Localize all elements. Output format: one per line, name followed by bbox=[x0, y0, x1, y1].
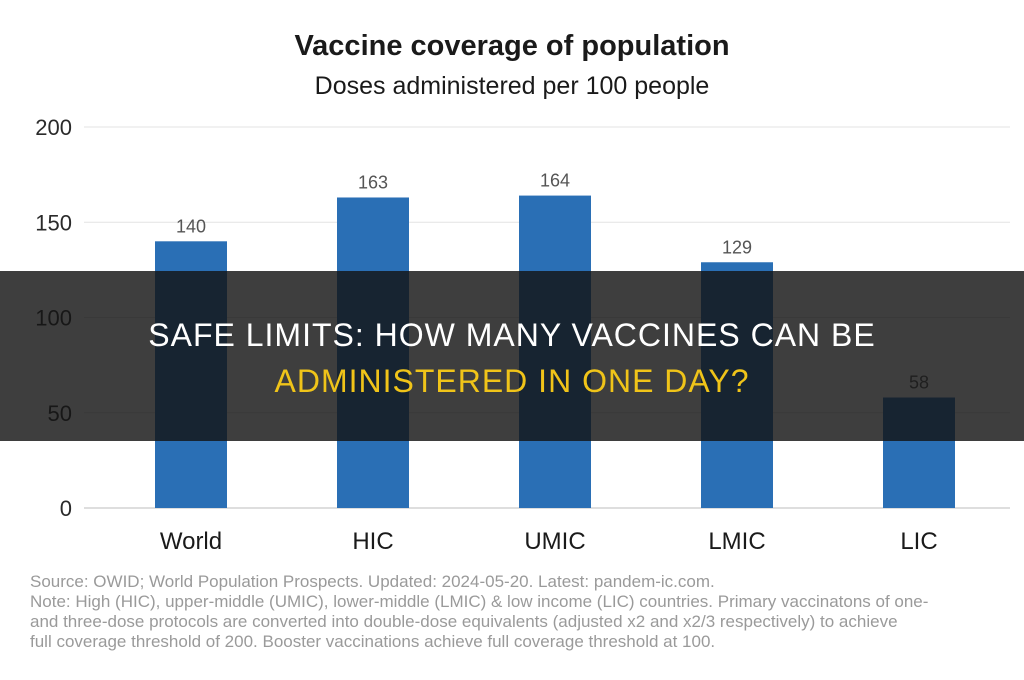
chart-title: Vaccine coverage of population bbox=[294, 30, 730, 62]
data-label: 163 bbox=[358, 172, 388, 192]
footer-note-line: full coverage threshold of 200. Booster … bbox=[30, 632, 716, 651]
banner-headline: SAFE LIMITS: HOW MANY VACCINES CAN BE AD… bbox=[0, 312, 1024, 404]
x-tick-label: World bbox=[160, 528, 222, 555]
banner-line-1: SAFE LIMITS: HOW MANY VACCINES CAN BE bbox=[148, 317, 876, 353]
y-tick-label: 200 bbox=[35, 115, 72, 140]
y-tick-label: 0 bbox=[60, 496, 72, 521]
footer-source-line: Source: OWID; World Population Prospects… bbox=[30, 572, 715, 591]
footer-note-line: and three-dose protocols are converted i… bbox=[30, 612, 898, 631]
x-tick-label: UMIC bbox=[524, 528, 585, 555]
footer-note-line: Note: High (HIC), upper-middle (UMIC), l… bbox=[30, 592, 929, 611]
y-tick-label: 150 bbox=[35, 210, 72, 235]
x-tick-label: HIC bbox=[352, 528, 393, 555]
data-label: 140 bbox=[176, 216, 206, 236]
title-banner bbox=[0, 271, 1024, 441]
x-tick-label: LMIC bbox=[708, 528, 765, 555]
chart-footer: Source: OWID; World Population Prospects… bbox=[30, 572, 1020, 652]
data-label: 129 bbox=[722, 237, 752, 257]
x-tick-label: LIC bbox=[900, 528, 937, 555]
chart-subtitle: Doses administered per 100 people bbox=[314, 72, 710, 100]
banner-line-2: ADMINISTERED IN ONE DAY? bbox=[274, 363, 750, 399]
data-label: 164 bbox=[540, 171, 570, 191]
